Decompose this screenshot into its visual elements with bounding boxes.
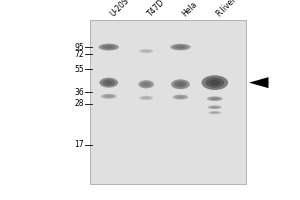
Text: 28: 28 (74, 99, 84, 108)
Ellipse shape (173, 95, 188, 100)
Ellipse shape (212, 107, 218, 108)
Ellipse shape (141, 96, 151, 99)
Ellipse shape (105, 46, 113, 48)
Ellipse shape (102, 79, 115, 86)
Ellipse shape (177, 82, 184, 86)
Text: R.liver: R.liver (215, 0, 238, 18)
Ellipse shape (177, 96, 184, 98)
Text: 17: 17 (74, 140, 84, 149)
Ellipse shape (105, 81, 112, 85)
Text: 72: 72 (74, 50, 84, 59)
Ellipse shape (210, 106, 220, 109)
Ellipse shape (212, 112, 217, 113)
Ellipse shape (106, 95, 112, 97)
Ellipse shape (143, 83, 149, 86)
Ellipse shape (207, 96, 223, 101)
Ellipse shape (206, 77, 224, 88)
Ellipse shape (208, 105, 222, 109)
FancyArrow shape (249, 77, 270, 88)
Ellipse shape (143, 97, 149, 99)
Text: U-20S: U-20S (109, 0, 131, 18)
Text: Hela: Hela (181, 0, 199, 18)
Ellipse shape (143, 50, 149, 52)
Ellipse shape (202, 75, 228, 90)
Ellipse shape (139, 96, 153, 100)
Ellipse shape (102, 45, 116, 49)
Text: T47D: T47D (146, 0, 167, 18)
Ellipse shape (139, 49, 153, 53)
Ellipse shape (209, 97, 220, 100)
Ellipse shape (209, 80, 220, 86)
Ellipse shape (141, 81, 152, 87)
Ellipse shape (101, 94, 116, 99)
Ellipse shape (212, 98, 218, 100)
Ellipse shape (171, 79, 190, 89)
Bar (90, 20, 246, 184)
Ellipse shape (170, 44, 190, 50)
Ellipse shape (175, 95, 186, 99)
Ellipse shape (210, 112, 219, 114)
Text: 36: 36 (74, 88, 84, 97)
Ellipse shape (176, 46, 184, 48)
Ellipse shape (99, 44, 119, 51)
Ellipse shape (173, 45, 188, 49)
Ellipse shape (103, 95, 114, 98)
Ellipse shape (141, 50, 151, 53)
Ellipse shape (99, 78, 118, 88)
Text: 55: 55 (74, 65, 84, 74)
Text: 95: 95 (74, 43, 84, 52)
Ellipse shape (208, 111, 221, 114)
Ellipse shape (138, 80, 154, 88)
Ellipse shape (174, 81, 187, 88)
